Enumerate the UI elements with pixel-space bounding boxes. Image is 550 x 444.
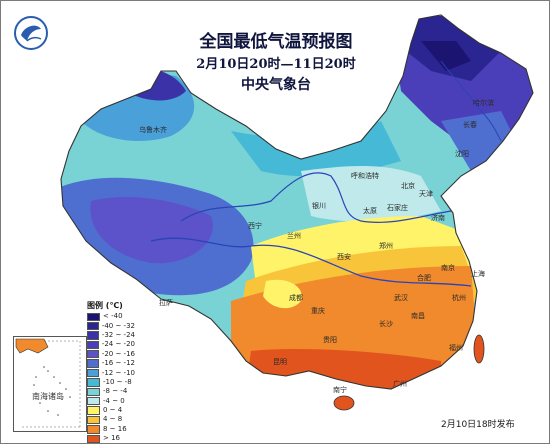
city-label: 武汉 [394,294,408,302]
city-label: 昆明 [273,358,287,366]
legend-label: -40 ~ -32 [101,321,135,330]
legend-item: -12 ~ -10 [87,368,135,378]
legend-swatch [87,397,100,406]
legend-item: -4 ~ 0 [87,397,135,406]
legend-item: < -40 [87,312,135,321]
city-label: 天津 [419,190,433,198]
city-label: 南昌 [411,312,425,320]
city-label: 南京 [441,264,455,272]
legend-item: -24 ~ -20 [87,340,135,350]
city-label: 哈尔滨 [473,99,494,107]
city-label: 郑州 [379,242,393,250]
city-label: 呼和浩特 [351,172,379,180]
legend-swatch [87,415,100,425]
city-label: 南宁 [333,386,347,394]
legend-swatch [87,378,100,387]
legend-label: 4 ~ 8 [103,415,123,424]
city-label: 长沙 [379,320,393,328]
legend-label: -10 ~ -8 [103,377,132,386]
legend-item: -10 ~ -8 [87,378,135,387]
city-label: 济南 [431,214,445,222]
issuing-agency: 中央气象台 [241,77,311,93]
map-legend: 图例 (℃) < -40 -40 ~ -32 -32 ~ -24 -24 ~ -20-… [87,300,135,443]
city-label: 福州 [449,344,463,352]
legend-swatch [87,387,100,397]
inset-map [15,338,81,428]
legend-item: -32 ~ -24 [87,331,135,340]
legend-label: 0 ~ 4 [103,406,123,415]
city-label: 重庆 [311,307,325,315]
issue-time: 2月10日18时发布 [441,420,515,430]
yellow-river [180,172,452,223]
legend-swatch [87,434,100,443]
city-label: 成都 [289,294,303,302]
legend-swatch [87,406,100,415]
legend-swatch [87,331,99,340]
cma-logo-icon [14,16,48,50]
city-label: 上海 [471,270,485,278]
legend-item: -16 ~ -12 [87,359,135,368]
south-china-sea-inset: 南海诸岛 [13,336,87,432]
map-title-block: 全国最低气温预报图 2月10日20时—11日20时 中央气象台 [171,31,381,95]
city-label: 兰州 [287,232,301,240]
city-label: 贵阳 [323,336,337,344]
city-label: 乌鲁木齐 [139,126,167,134]
legend-swatch [87,350,99,359]
legend-item: -40 ~ -32 [87,321,135,331]
city-label: 石家庄 [387,204,408,212]
city-label: 广州 [393,380,407,388]
taiwan-island [473,334,485,364]
country-border [60,14,534,390]
legend-label: 8 ~ 16 [103,424,127,433]
legend-item: -8 ~ -4 [87,387,135,397]
legend-item: 0 ~ 4 [87,406,135,415]
legend-label: -8 ~ -4 [103,387,128,396]
legend-item: -20 ~ -16 [87,350,135,359]
city-label: 沈阳 [455,150,469,158]
hainan-island [333,395,355,411]
legend-item: 8 ~ 16 [87,425,135,434]
city-label: 太原 [363,207,377,215]
legend-label: -4 ~ 0 [103,396,125,405]
legend-label: > 16 [103,434,120,443]
map-title: 全国最低气温预报图 [199,32,353,52]
legend-label: -20 ~ -16 [101,349,135,358]
legend-title: 图例 (℃) [87,301,123,310]
legend-swatch [87,368,99,378]
city-label: 银川 [312,202,326,210]
legend-label: -16 ~ -12 [101,359,135,368]
city-label: 长春 [463,121,477,129]
legend-swatch [87,340,99,350]
legend-swatch [87,359,99,368]
legend-label: -12 ~ -10 [101,368,135,377]
legend-item: 4 ~ 8 [87,415,135,425]
forecast-period: 2月10日20时—11日20时 [196,57,356,72]
city-label: 合肥 [417,274,431,282]
inset-label: 南海诸岛 [32,392,64,401]
legend-swatch [87,312,100,321]
legend-rows: < -40 -40 ~ -32 -32 ~ -24 -24 ~ -20 -20 ~ -1… [87,312,135,443]
city-label: 西宁 [248,222,262,230]
legend-label: < -40 [103,312,123,321]
city-label: 西安 [337,253,351,261]
legend-swatch [87,321,99,331]
city-label: 杭州 [452,294,466,302]
legend-label: -24 ~ -20 [101,340,135,349]
songhua-river [440,60,502,142]
yangtze-river [150,237,472,287]
city-label: 拉萨 [159,299,173,307]
legend-label: -32 ~ -24 [101,330,135,339]
legend-swatch [87,425,100,434]
legend-item: > 16 [87,434,135,443]
city-label: 北京 [401,182,415,190]
